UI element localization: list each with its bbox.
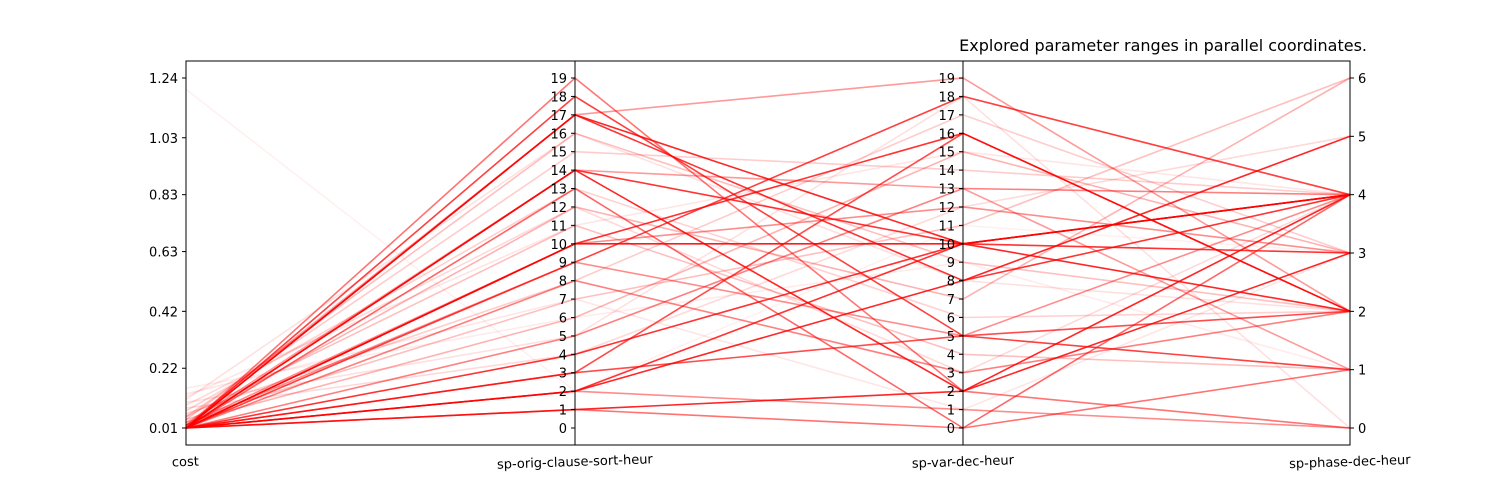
data-line — [185, 193, 1351, 426]
tick-label: 19 — [550, 72, 567, 87]
data-line — [185, 95, 1351, 429]
data-line — [185, 88, 1351, 393]
tick-label: 4 — [559, 348, 567, 363]
axis-sp-orig-clause-sort-heur: 012345678910111213141516171819sp-orig-cl… — [497, 61, 654, 473]
tick-label: 3 — [1358, 247, 1366, 262]
tick-label: 19 — [938, 72, 955, 87]
data-line — [185, 77, 1351, 426]
tick-label: 14 — [938, 164, 955, 179]
tick-label: 0.01 — [149, 422, 178, 437]
axis-sp-var-dec-heur: 012345678910111213141516171819sp-var-dec… — [912, 61, 1015, 472]
data-line — [185, 150, 1351, 424]
tick-label: 16 — [938, 127, 955, 142]
tick-label: 5 — [559, 330, 567, 345]
tick-label: 9 — [947, 256, 955, 271]
data-line — [185, 368, 1351, 429]
tick-label: 17 — [550, 109, 567, 124]
data-line — [185, 113, 1351, 415]
polylines — [185, 76, 1351, 429]
tick-label: 18 — [938, 90, 955, 105]
tick-label: 13 — [550, 183, 567, 198]
tick-label: 15 — [938, 146, 955, 161]
tick-label: 18 — [550, 90, 567, 105]
data-line — [185, 113, 1351, 429]
tick-label: 0.63 — [149, 246, 178, 261]
axes: 0.010.220.420.630.831.031.24cost01234567… — [149, 61, 1412, 473]
tick-label: 0.83 — [149, 189, 178, 204]
data-line — [185, 206, 1351, 426]
data-line — [185, 390, 1351, 429]
data-line — [185, 150, 1351, 418]
tick-label: 0.42 — [149, 305, 178, 320]
chart-title: Explored parameter ranges in parallel co… — [959, 36, 1367, 55]
data-line — [185, 261, 1351, 389]
tick-label: 13 — [938, 183, 955, 198]
data-line — [185, 95, 1351, 429]
tick-label: 0 — [1358, 422, 1366, 437]
data-line — [185, 95, 1351, 429]
tick-label: 14 — [550, 164, 567, 179]
tick-label: 0 — [559, 422, 567, 437]
data-line — [185, 193, 1351, 406]
tick-label: 2 — [1358, 305, 1366, 320]
tick-label: 6 — [559, 311, 567, 326]
tick-label: 0.22 — [149, 362, 178, 377]
data-line — [185, 169, 1351, 426]
data-line — [185, 169, 1351, 429]
data-line — [185, 187, 1351, 412]
data-line — [185, 77, 1351, 423]
axis-sp-phase-dec-heur: 0 1 2 3 4 5 6 sp-phase-dec-heur — [1289, 72, 1412, 472]
tick-label: 2 — [947, 385, 955, 400]
tick-label: 8 — [947, 275, 955, 290]
data-line — [185, 150, 1351, 398]
data-line — [185, 132, 1351, 421]
data-line — [185, 76, 1351, 429]
tick-label: 9 — [559, 256, 567, 271]
tick-label: 4 — [1358, 189, 1366, 204]
tick-label: 5 — [947, 330, 955, 345]
tick-label: 6 — [1358, 72, 1366, 87]
tick-label: 1 — [559, 404, 567, 419]
tick-label: 0 — [947, 422, 955, 437]
data-line — [185, 77, 1351, 421]
tick-label: 1.24 — [149, 72, 178, 87]
tick-label: 10 — [938, 238, 955, 253]
tick-label: 10 — [550, 238, 567, 253]
data-line — [185, 252, 1351, 411]
tick-label: 2 — [559, 385, 567, 400]
tick-label: 12 — [550, 201, 567, 216]
data-line — [185, 310, 1351, 429]
data-line — [185, 279, 1351, 429]
data-line — [185, 132, 1351, 429]
axis-cost: 0.01 0.22 0.42 0.63 0.83 1.03 1.24 cost — [149, 72, 199, 470]
tick-label: 8 — [559, 275, 567, 290]
data-line — [185, 224, 1351, 418]
tick-label: 11 — [550, 219, 567, 234]
tick-label: 15 — [550, 146, 567, 161]
tick-label: 4 — [947, 348, 955, 363]
data-line — [185, 135, 1351, 409]
data-line — [185, 187, 1351, 429]
tick-label: 6 — [947, 311, 955, 326]
data-line — [185, 187, 1351, 429]
tick-label: 17 — [938, 109, 955, 124]
tick-label: 1 — [947, 404, 955, 419]
tick-label: 5 — [1358, 130, 1366, 145]
tick-label: 11 — [938, 219, 955, 234]
tick-label: 7 — [559, 293, 567, 308]
axis-label: sp-orig-clause-sort-heur — [497, 452, 654, 472]
axis-label: cost — [172, 455, 199, 471]
axis-label: sp-var-dec-heur — [912, 453, 1015, 472]
data-line — [185, 193, 1351, 429]
tick-label: 12 — [938, 201, 955, 216]
tick-label: 7 — [947, 293, 955, 308]
tick-label: 3 — [559, 367, 567, 382]
tick-label: 3 — [947, 367, 955, 382]
tick-label: 1.03 — [149, 132, 178, 147]
tick-label: 1 — [1358, 364, 1366, 379]
data-line — [185, 132, 1351, 401]
axis-label: sp-phase-dec-heur — [1289, 453, 1412, 472]
tick-label: 16 — [550, 127, 567, 142]
